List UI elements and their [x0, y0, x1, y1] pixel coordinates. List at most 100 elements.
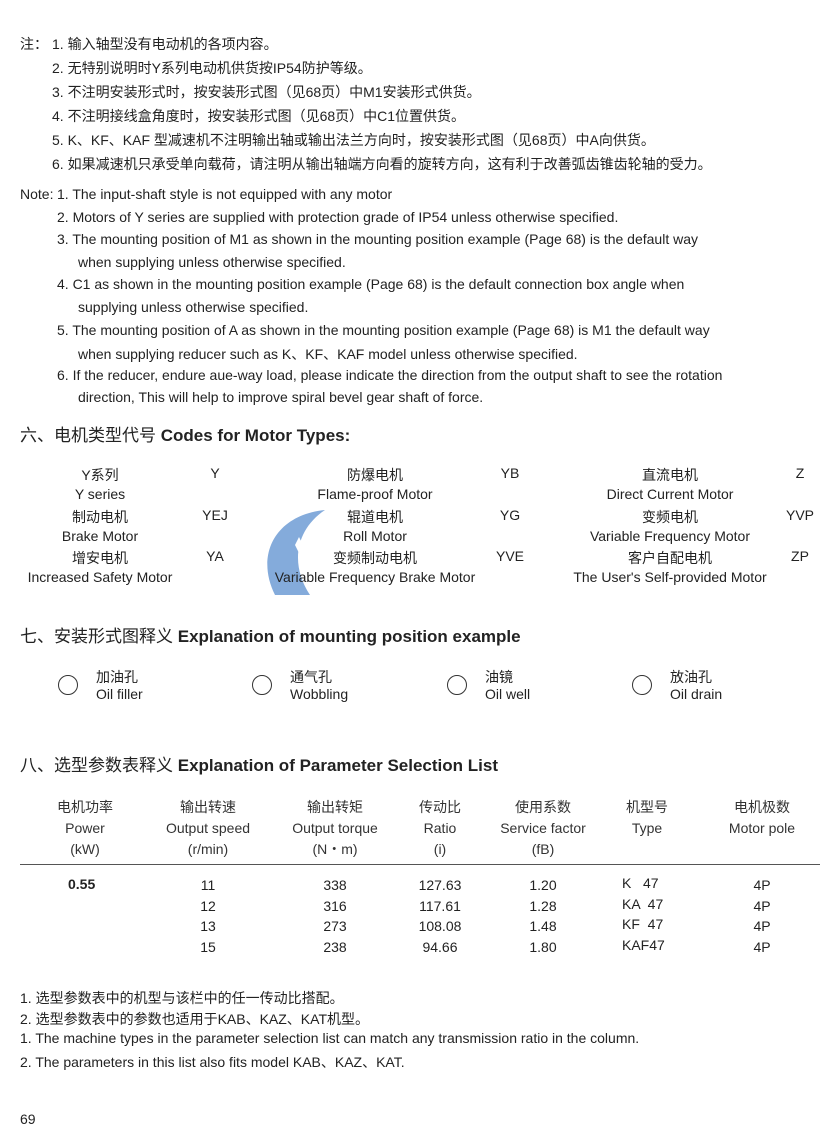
power-value: 0.55: [68, 876, 96, 892]
section-7-title-en: Explanation of mounting position example: [177, 627, 521, 646]
table-divider: [20, 864, 820, 865]
motor-type-en: Roll Motor: [343, 527, 407, 544]
notes-cn-prefix: 注：: [20, 36, 48, 52]
table-cell: 4P: [753, 897, 771, 914]
motor-type-code: YA: [206, 548, 224, 564]
motor-type-cn: 直流电机: [642, 467, 698, 483]
note-en: 3. The mounting position of M1 as shown …: [57, 231, 699, 248]
table-header: 输出转矩: [307, 799, 363, 815]
section-6-heading: 六、电机类型代号 Codes for Motor Types:: [20, 421, 350, 446]
table-cell: 12: [200, 897, 216, 914]
table-header: 使用系数: [515, 799, 571, 815]
footnote: 2. The parameters in this list also fits…: [20, 1054, 405, 1070]
table-cell: 15: [200, 938, 216, 955]
motor-type-cn: 客户自配电机: [628, 550, 712, 566]
motor-type-code: YVE: [495, 548, 524, 564]
footnote: 1. 选型参数表中的机型与该栏中的任一传动比搭配。: [20, 990, 344, 1006]
table-cell: 94.66: [422, 938, 458, 955]
section-7-title-cn: 七、安装形式图释义: [20, 627, 173, 646]
table-cell: 13: [200, 918, 216, 934]
motor-type-code: ZP: [791, 548, 809, 564]
note-en: 4. C1 as shown in the mounting position …: [57, 276, 685, 293]
table-header: Motor pole: [728, 820, 796, 836]
legend-en: Oil filler: [96, 686, 143, 702]
section-6-title-cn: 六、电机类型代号: [20, 426, 156, 445]
motor-type-en: The User's Self-provided Motor: [573, 569, 767, 585]
legend-en: Oil drain: [670, 686, 723, 702]
table-cell: 1.28: [529, 897, 557, 914]
table-cell: 338: [323, 877, 347, 893]
legend-cn: 放油孔: [670, 669, 712, 685]
footnote: 1. The machine types in the parameter se…: [20, 1030, 640, 1046]
motor-type-cn: 变频制动电机: [333, 550, 417, 566]
table-header: (r/min): [187, 841, 229, 857]
table-header: (i): [433, 841, 447, 857]
table-cell: 1.48: [529, 918, 557, 934]
motor-type-cn: 辊道电机: [347, 508, 403, 525]
legend-en: Wobbling: [290, 686, 349, 702]
table-cell: 4P: [753, 918, 771, 934]
watermark-star: [295, 537, 303, 553]
oil-filler-icon: [58, 675, 78, 695]
table-cell: 117.61: [419, 897, 461, 914]
note-en: 6. If the reducer, endure aue-way load, …: [57, 366, 723, 383]
note-en: 1. The input-shaft style is not equipped…: [57, 186, 393, 202]
motor-type-cn: 变频电机: [642, 508, 698, 525]
motor-type-code: YB: [500, 465, 520, 481]
note-en: when supplying unless otherwise specifie…: [78, 253, 346, 270]
motor-type-cn: 制动电机: [72, 508, 128, 525]
section-6-title-en: Codes for Motor Types:: [160, 426, 351, 445]
motor-type-en: Flame-proof Motor: [317, 486, 433, 502]
motor-type-en: Increased Safety Motor: [27, 569, 173, 585]
motor-type-code: Y: [210, 465, 220, 481]
table-cell: 1.20: [529, 877, 557, 893]
motor-type-code: Z: [795, 465, 805, 481]
table-cell: 127.63: [418, 877, 462, 893]
motor-type-cn: Y系列: [81, 467, 119, 483]
table-cell-type: KA 47: [622, 895, 664, 912]
table-cell: 11: [200, 877, 216, 893]
section-7-heading: 七、安装形式图释义 Explanation of mounting positi…: [20, 622, 521, 647]
note-cn: 5. K、KF、KAF 型减速机不注明输出轴或输出法兰方向时，按安装形式图（见6…: [52, 132, 655, 148]
table-header: Output speed: [165, 820, 251, 836]
motor-type-en: Direct Current Motor: [606, 486, 734, 502]
legend-en: Oil well: [485, 686, 531, 702]
footnote: 2. 选型参数表中的参数也适用于KAB、KAZ、KAT机型。: [20, 1011, 369, 1027]
note-cn: 4. 不注明接线盒角度时，按安装形式图（见68页）中C1位置供货。: [52, 108, 466, 124]
section-8-title-cn: 八、选型参数表释义: [20, 756, 173, 775]
table-header: Power: [65, 820, 105, 836]
table-cell-type: KF 47: [622, 916, 664, 932]
section-8-heading: 八、选型参数表释义 Explanation of Parameter Selec…: [20, 751, 498, 776]
table-header: (kW): [70, 841, 100, 857]
table-cell: 1.80: [529, 938, 557, 955]
table-header: Ratio: [423, 820, 457, 836]
motor-type-en: Variable Frequency Brake Motor: [274, 569, 476, 585]
table-header: 电机功率: [57, 799, 113, 815]
motor-type-code: YVP: [785, 506, 814, 523]
table-header: (N・m): [312, 841, 358, 857]
motor-type-code: YG: [499, 506, 521, 523]
watermark-swoosh: [267, 510, 325, 595]
motor-type-code: YEJ: [202, 506, 228, 523]
motor-type-cn: 增安电机: [72, 550, 128, 566]
motor-type-cn: 防爆电机: [347, 467, 403, 483]
note-en: direction, This will help to improve spi…: [78, 389, 484, 406]
note-en: 2. Motors of Y series are supplied with …: [57, 208, 619, 225]
table-header: Output torque: [292, 820, 378, 836]
table-cell-type: K 47: [622, 875, 659, 891]
section-8-title-en: Explanation of Parameter Selection List: [177, 756, 498, 775]
motor-type-en: Brake Motor: [61, 527, 139, 544]
note-cn: 1. 输入轴型没有电动机的各项内容。: [52, 36, 278, 52]
table-header: 传动比: [419, 799, 461, 815]
table-cell: 4P: [753, 938, 771, 955]
watermark-logo: [267, 510, 325, 595]
table-cell: 316: [323, 897, 347, 914]
table-header: (fB): [531, 841, 555, 857]
note-en: 5. The mounting position of A as shown i…: [57, 321, 710, 338]
oil-drain-icon: [632, 675, 652, 695]
motor-type-en: Y series: [74, 486, 126, 502]
breather-icon: [252, 675, 272, 695]
note-en: supplying unless otherwise specified.: [78, 299, 309, 315]
note-cn: 6. 如果减速机只承受单向载荷，请注明从输出轴端方向看的旋转方向，这有利于改善弧…: [52, 156, 712, 172]
legend-cn: 油镜: [485, 669, 513, 685]
